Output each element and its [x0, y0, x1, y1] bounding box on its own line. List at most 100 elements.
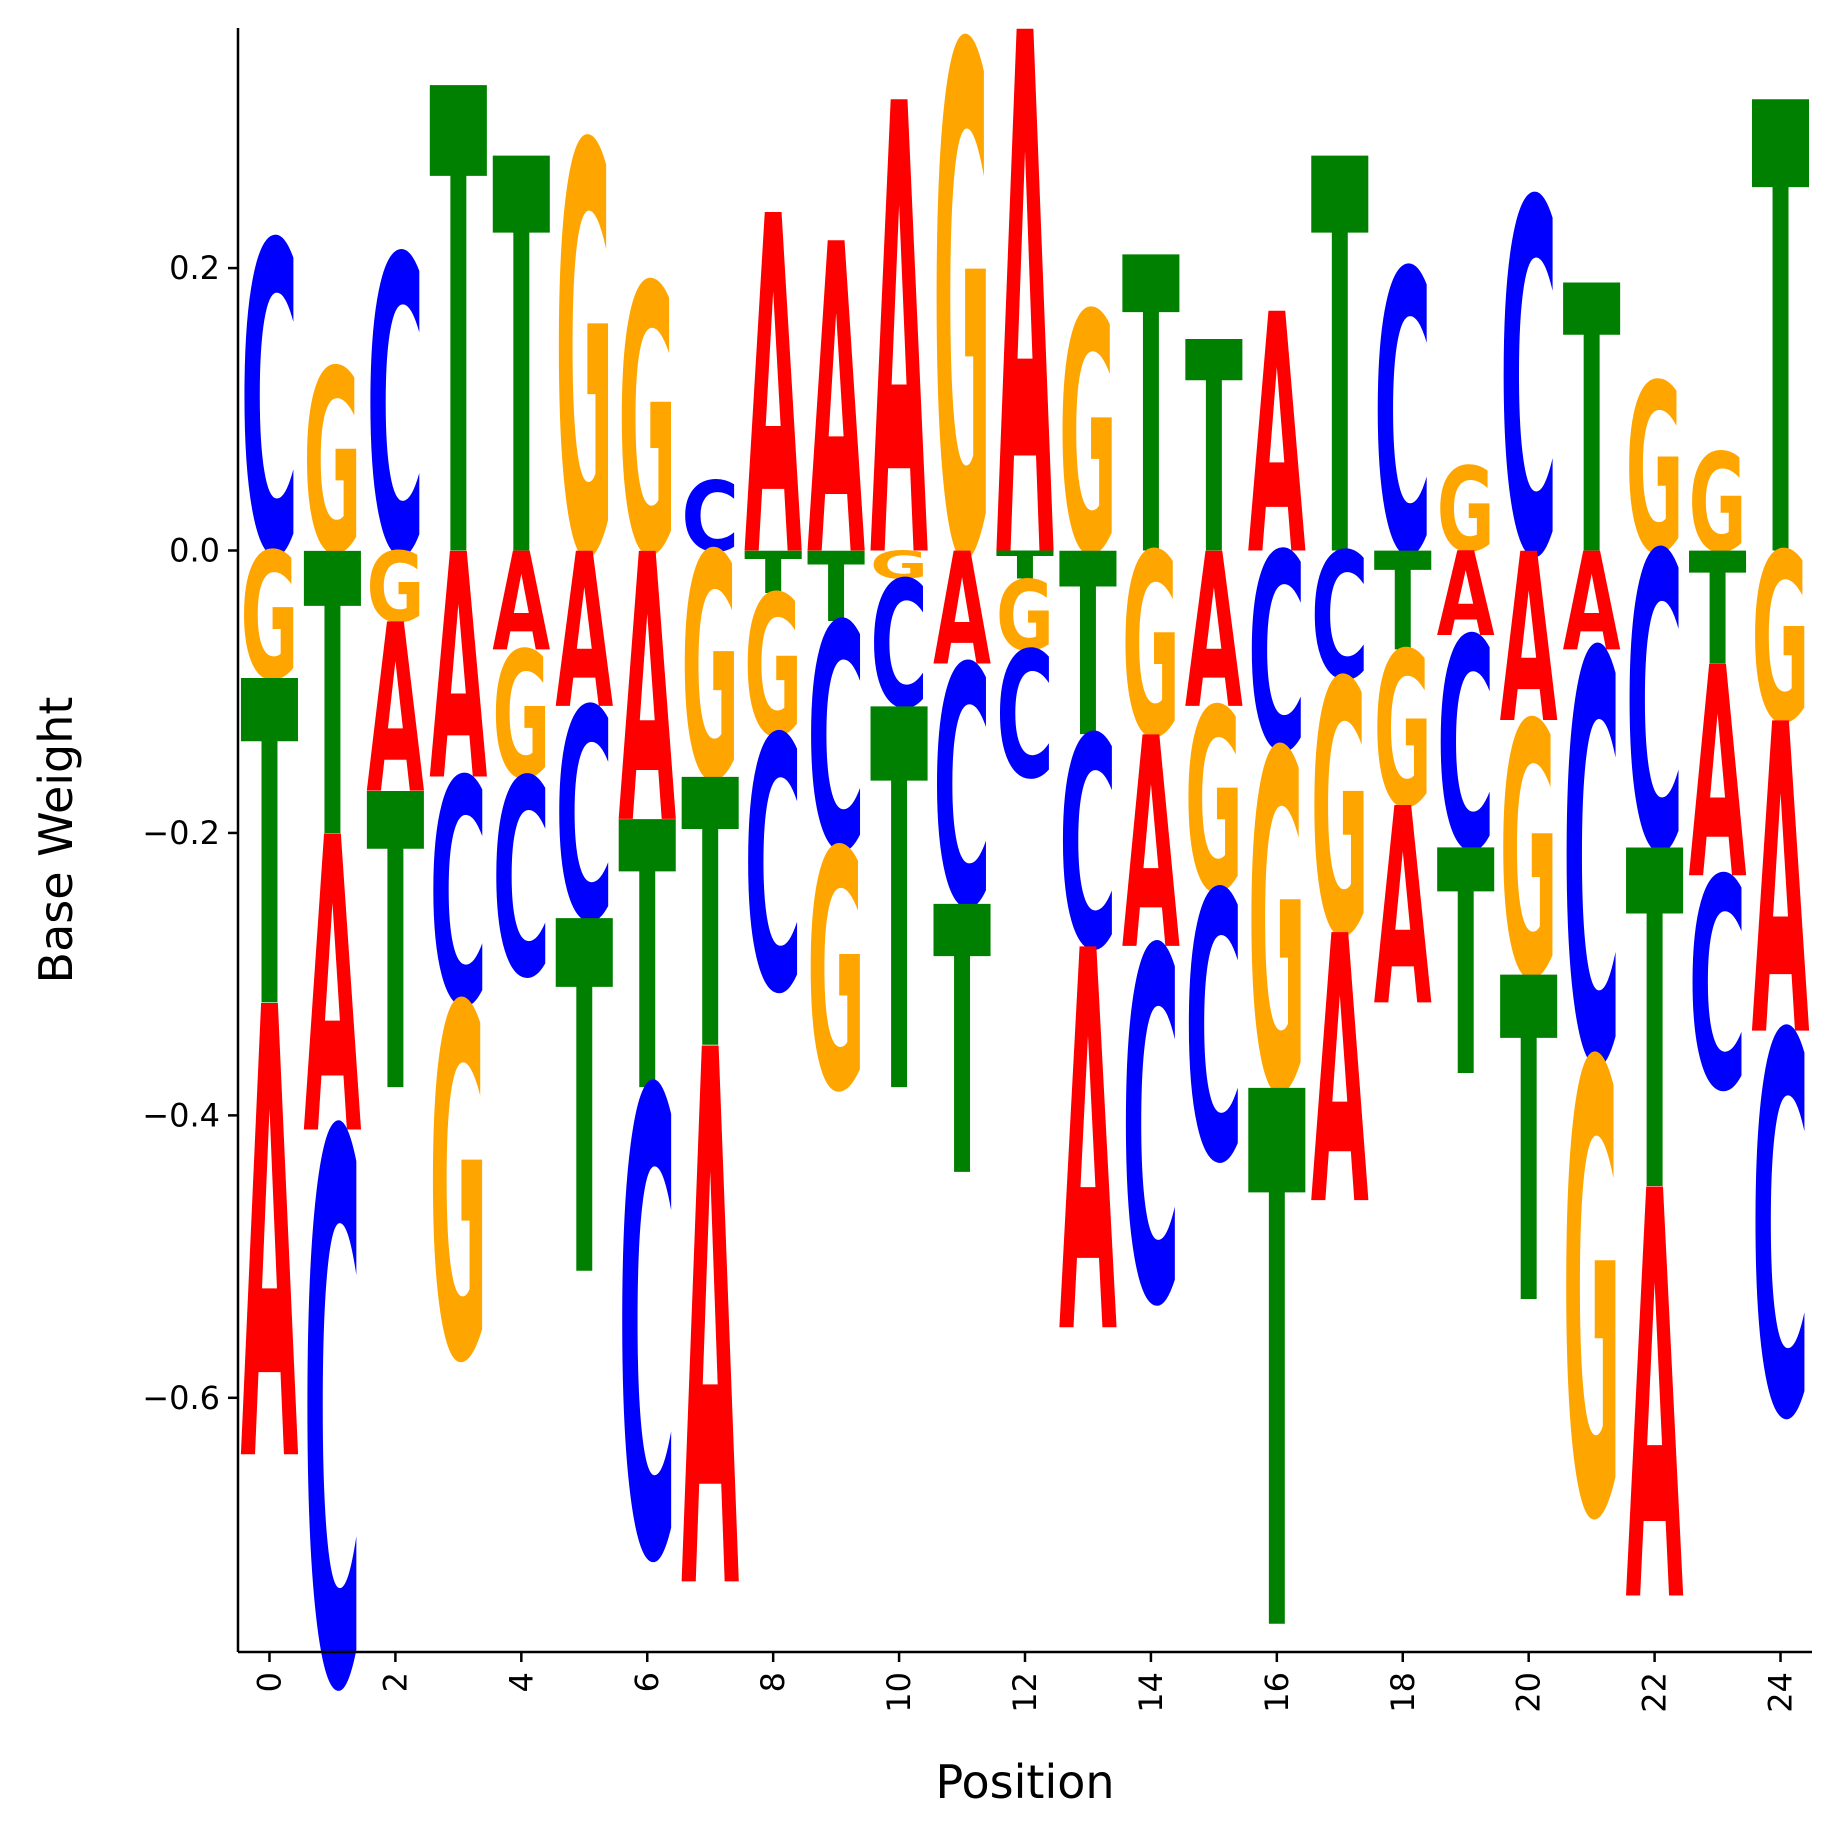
logo-letter-T-pos-6: T: [618, 745, 676, 1174]
x-tick-label: 22: [1636, 1672, 1674, 1713]
logo-letter-G-pos-15: G: [1185, 657, 1243, 950]
logo-letter-G-pos-14: G: [1122, 501, 1180, 794]
logo-letter-T-pos-12: T: [996, 543, 1054, 588]
x-axis-title: Position: [935, 1755, 1114, 1809]
x-tick-label: 24: [1762, 1672, 1800, 1713]
logo-letter-C-pos-20: C: [1500, 101, 1558, 665]
logo-letter-G-pos-22: G: [1626, 337, 1684, 606]
x-tick-label: 14: [1132, 1672, 1170, 1713]
logo-letter-G-pos-3: G: [429, 906, 487, 1470]
logo-letter-G-pos-16: G: [1248, 658, 1306, 1198]
logo-letter-A-pos-8: A: [744, 120, 802, 660]
logo-letter-T-pos-18: T: [1374, 524, 1432, 682]
logo-letter-C-pos-8: C: [744, 666, 802, 1071]
y-axis-title: Base Weight: [29, 697, 83, 984]
logo-letter-C-pos-22: C: [1626, 471, 1684, 944]
logo-letter-G-pos-24: G: [1752, 506, 1810, 775]
logo-letter-G-pos-0: G: [241, 518, 299, 720]
x-ticks: 0 2 4 6 8 10 12 14 16 18 20 22 24: [250, 1652, 1800, 1713]
logo-letter-A-pos-7: A: [681, 900, 739, 1755]
logo-letter-C-pos-14: C: [1122, 850, 1180, 1414]
logo-letter-C-pos-10: C: [870, 545, 928, 747]
logo-letter-T-pos-7: T: [681, 703, 739, 1132]
logo-letter-C-pos-0: C: [241, 157, 299, 652]
logo-letter-G-pos-9: G: [807, 783, 865, 1166]
x-tick-label: 16: [1258, 1672, 1296, 1713]
logo-letter-A-pos-4: A: [492, 523, 550, 681]
logo-letter-T-pos-5: T: [555, 822, 613, 1385]
logo-letter-T-pos-24: T: [1752, 0, 1810, 698]
logo-letter-G-pos-19: G: [1437, 443, 1495, 578]
logo-letter-G-pos-11: G: [933, 0, 991, 715]
logo-letter-A-pos-18: A: [1374, 752, 1432, 1067]
logo-letter-C-pos-11: C: [933, 600, 991, 982]
logo-letter-C-pos-7: C: [681, 461, 739, 574]
logo-letter-G-pos-1: G: [303, 318, 361, 611]
y-ticks: −0.6 −0.4 −0.2 0.0 0.2: [142, 249, 238, 1417]
logo-letter-T-pos-11: T: [933, 830, 991, 1259]
logo-letter-T-pos-13: T: [1059, 502, 1117, 794]
logo-letter-C-pos-3: C: [429, 716, 487, 1076]
logo-letter-G-pos-12: G: [996, 559, 1054, 672]
logo-letter-A-pos-13: A: [1059, 843, 1117, 1451]
logo-letter-C-pos-21: C: [1563, 539, 1621, 1192]
logo-letter-A-pos-20: A: [1500, 505, 1558, 776]
logo-letter-G-pos-10: G: [870, 543, 928, 588]
logo-letter-A-pos-23: A: [1689, 606, 1747, 944]
logo-letter-T-pos-23: T: [1689, 521, 1747, 701]
logo-letter-C-pos-5: C: [555, 650, 613, 987]
logo-letter-C-pos-6: C: [618, 962, 676, 1704]
logo-letter-T-pos-10: T: [870, 604, 928, 1211]
logo-letter-A-pos-10: A: [870, 0, 928, 697]
logo-letter-A-pos-14: A: [1122, 676, 1180, 1014]
logo-letter-T-pos-3: T: [429, 0, 487, 702]
logo-letter-A-pos-21: A: [1563, 523, 1621, 681]
logo-letter-C-pos-12: C: [996, 615, 1054, 817]
logo-letter-A-pos-19: A: [1437, 528, 1495, 664]
logo-letter-C-pos-23: C: [1689, 820, 1747, 1157]
logo-letter-C-pos-15: C: [1185, 816, 1243, 1245]
logo-letter-C-pos-18: C: [1374, 192, 1432, 642]
logo-letter-G-pos-5: G: [555, 31, 613, 683]
logo-letter-T-pos-0: T: [241, 590, 299, 1108]
x-tick-label: 4: [502, 1672, 540, 1692]
logo-letter-G-pos-7: G: [681, 490, 739, 850]
x-tick-label: 2: [376, 1672, 414, 1692]
logo-letter-G-pos-13: G: [1059, 246, 1117, 629]
logo-letter-G-pos-20: G: [1500, 653, 1558, 1058]
logo-letter-T-pos-14: T: [1122, 175, 1180, 647]
logo-letter-T-pos-16: T: [1248, 942, 1306, 1798]
y-tick-label: −0.2: [142, 814, 220, 852]
logo-letter-C-pos-19: C: [1437, 580, 1495, 917]
logo-letter-A-pos-3: A: [429, 491, 487, 851]
logo-letter-C-pos-9: C: [807, 561, 865, 921]
logo-letter-C-pos-16: C: [1248, 498, 1306, 813]
logo-letter-A-pos-1: A: [303, 753, 361, 1226]
logo-letter-G-pos-23: G: [1689, 426, 1747, 583]
logo-letter-T-pos-2: T: [366, 712, 424, 1184]
logo-letter-G-pos-18: G: [1374, 609, 1432, 856]
logo-letter-C-pos-13: C: [1059, 678, 1117, 1015]
logo-letter-G-pos-8: G: [744, 556, 802, 781]
y-tick-label: 0.0: [169, 532, 220, 570]
logo-letter-G-pos-4: G: [492, 617, 550, 819]
logo-letter-A-pos-15: A: [1185, 508, 1243, 756]
logo-letter-T-pos-15: T: [1185, 283, 1243, 620]
logo-letter-T-pos-19: T: [1437, 785, 1495, 1146]
logo-letter-A-pos-11: A: [933, 520, 991, 701]
y-tick-label: −0.4: [142, 1096, 220, 1134]
logo-letter-C-pos-17: C: [1311, 517, 1369, 719]
logo-letter-G-pos-21: G: [1563, 936, 1621, 1657]
x-tick-label: 6: [628, 1672, 666, 1692]
logo-letter-T-pos-21: T: [1563, 209, 1621, 638]
logo-letter-C-pos-2: C: [366, 174, 424, 647]
logo-letter-T-pos-22: T: [1626, 755, 1684, 1296]
logo-letter-A-pos-5: A: [555, 508, 613, 756]
logo-letter-T-pos-17: T: [1311, 49, 1369, 679]
x-tick-label: 8: [754, 1672, 792, 1692]
logo-letter-A-pos-0: A: [241, 880, 299, 1600]
logo-letter-A-pos-24: A: [1752, 636, 1810, 1132]
logo-letter-T-pos-1: T: [303, 475, 361, 925]
logo-letter-G-pos-17: G: [1311, 610, 1369, 1015]
